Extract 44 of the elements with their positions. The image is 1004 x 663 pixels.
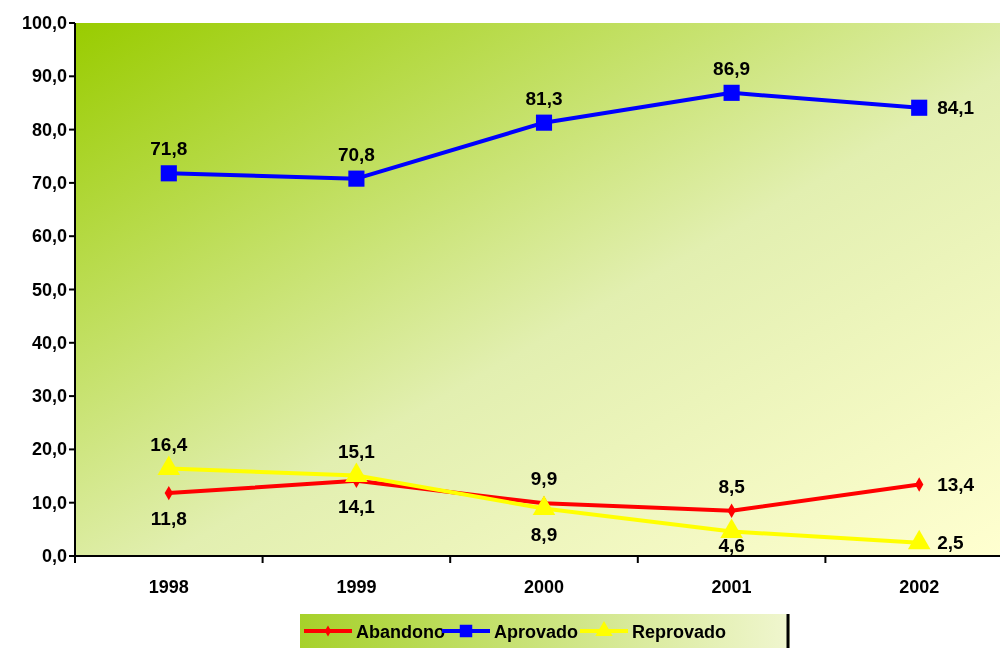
y-tick-label: 90,0: [31, 66, 67, 87]
y-tick-label: 20,0: [31, 439, 67, 460]
point: [907, 529, 931, 550]
data-label: 16,4: [150, 433, 188, 455]
y-tick-label: 40,0: [31, 332, 67, 353]
y-tick-label: 30,0: [31, 386, 67, 407]
y-tick-label: 60,0: [31, 226, 67, 247]
legend-label: Aprovado: [494, 622, 579, 642]
point: [532, 495, 556, 516]
data-label: 14,1: [337, 495, 376, 517]
data-label: 81,3: [525, 87, 563, 109]
y-tick-label: 50,0: [31, 279, 67, 300]
data-label: 86,9: [713, 57, 751, 79]
data-label: 9,9: [530, 468, 558, 490]
point: [157, 455, 181, 476]
y-tick-label: 10,0: [31, 492, 67, 513]
point: [723, 84, 740, 101]
legend-label: Abandono: [356, 622, 445, 642]
point: [348, 170, 365, 187]
data-label: 4,6: [718, 535, 745, 556]
legend-label: Reprovado: [632, 622, 727, 642]
y-tick-label: 80,0: [31, 119, 67, 140]
point: [535, 114, 553, 131]
data-label: 8,9: [530, 523, 558, 545]
x-tick-label: 2001: [711, 577, 752, 597]
x-tick-label: 2002: [899, 577, 940, 597]
data-label: 71,8: [150, 138, 188, 160]
x-tick-label: 1999: [336, 577, 377, 597]
data-label: 8,5: [718, 475, 746, 497]
data-label: 15,1: [337, 440, 376, 462]
point: [911, 99, 928, 116]
data-label: 11,8: [150, 508, 187, 530]
data-label: 2,5: [937, 531, 965, 553]
y-tick-label: 0,0: [41, 546, 67, 566]
data-label: 84,1: [937, 96, 975, 118]
x-tick-label: 1998: [148, 577, 189, 597]
y-tick-label: 70,0: [31, 172, 67, 193]
y-tick-label: 100,0: [21, 13, 67, 33]
data-label: 70,8: [337, 143, 375, 165]
point: [720, 518, 743, 538]
point: [160, 165, 177, 182]
x-tick-label: 2000: [523, 577, 565, 597]
data-label: 13,4: [937, 473, 975, 495]
point: [345, 462, 368, 483]
